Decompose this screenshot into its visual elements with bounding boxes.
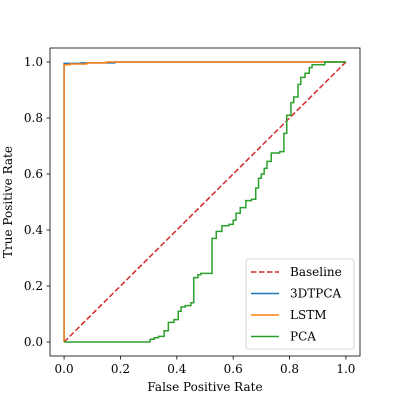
y-tick-label: 0.0 xyxy=(24,335,43,349)
series-line-pca xyxy=(64,61,346,343)
x-tick-label: 0.8 xyxy=(280,362,299,376)
y-tick-label: 0.6 xyxy=(24,167,43,181)
y-tick-label: 0.8 xyxy=(24,111,43,125)
series-layer xyxy=(63,61,347,343)
legend-label-3dtpca: 3DTPCA xyxy=(290,287,342,301)
x-axis-label: False Positive Rate xyxy=(147,380,262,394)
legend: Baseline 3DTPCA LSTM PCA xyxy=(245,258,355,350)
legend-box xyxy=(245,258,355,350)
y-axis: 0.0 0.2 0.4 0.6 0.8 1.0 xyxy=(24,55,50,349)
y-axis-label: True Positive Rate xyxy=(1,146,15,258)
x-axis: 0.0 0.2 0.4 0.6 0.8 1.0 xyxy=(55,356,355,376)
x-tick-label: 1.0 xyxy=(336,362,355,376)
legend-label-baseline: Baseline xyxy=(290,265,342,279)
x-tick-label: 0.4 xyxy=(167,362,186,376)
y-tick-label: 1.0 xyxy=(24,55,43,69)
y-tick-label: 0.4 xyxy=(24,223,43,237)
series-line-baseline xyxy=(63,61,347,343)
legend-label-pca: PCA xyxy=(290,330,316,344)
x-tick-label: 0.2 xyxy=(111,362,130,376)
y-tick-label: 0.2 xyxy=(24,279,43,293)
x-tick-label: 0.6 xyxy=(224,362,243,376)
legend-label-lstm: LSTM xyxy=(290,308,326,322)
plot-frame xyxy=(49,47,361,357)
series-line-lstm xyxy=(63,61,346,342)
x-tick-label: 0.0 xyxy=(55,362,74,376)
